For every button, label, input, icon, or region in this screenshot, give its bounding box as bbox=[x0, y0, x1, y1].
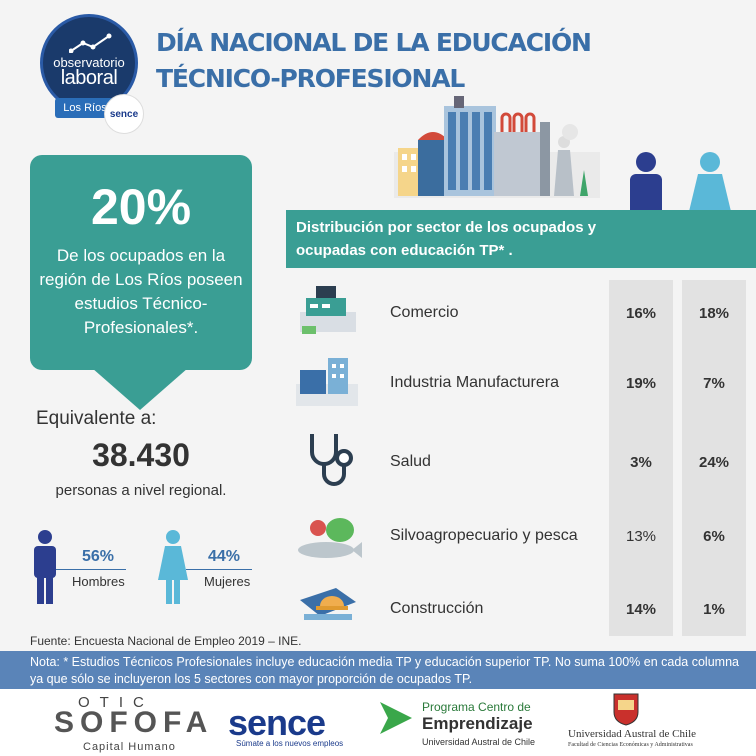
sector-name: Comercio bbox=[390, 304, 459, 321]
sector-women-percent: 7% bbox=[703, 375, 725, 392]
sector-name: Salud bbox=[390, 453, 431, 470]
men-divider bbox=[56, 569, 126, 570]
university-shield-icon bbox=[613, 693, 639, 726]
blueprint-helmet-icon bbox=[300, 588, 356, 620]
sofofa-logo-text: SOFOFA bbox=[54, 706, 214, 739]
callout-pointer bbox=[92, 368, 188, 410]
sector-women-percent: 18% bbox=[698, 305, 730, 322]
equivalent-value: 38.430 bbox=[92, 437, 190, 473]
men-column bbox=[609, 280, 673, 636]
cash-register-icon bbox=[300, 286, 356, 334]
observatorio-laboral-logo: observatorio laboral bbox=[40, 14, 138, 112]
stat-percent: 20% bbox=[90, 179, 192, 235]
factory-machine-icon bbox=[296, 358, 358, 406]
fish-vegetables-icon bbox=[298, 518, 362, 558]
sector-men-percent: 13% bbox=[625, 528, 657, 545]
distribution-title: Distribución por sector de los ocupados … bbox=[296, 219, 597, 259]
equivalent-description: personas a nivel regional. bbox=[55, 482, 227, 499]
note-band bbox=[0, 651, 756, 689]
sector-name: Construcción bbox=[390, 600, 484, 617]
source-text: Fuente: Encuesta Nacional de Empleo 2019… bbox=[30, 634, 302, 648]
sector-name: Industria Manufacturera bbox=[390, 374, 559, 391]
logo-line2: laboral bbox=[60, 67, 118, 89]
pce-line3: Universidad Austral de Chile bbox=[422, 737, 536, 747]
logo-region-label: Los Ríos bbox=[55, 98, 115, 118]
logo-line1: observatorio bbox=[53, 55, 125, 70]
women-column bbox=[682, 280, 746, 636]
pce-line1: Programa Centro de bbox=[422, 700, 531, 714]
stethoscope-icon bbox=[310, 434, 353, 486]
woman-small-icon bbox=[158, 530, 188, 604]
men-percent: 56% bbox=[82, 548, 115, 565]
logo-partner-badge: sence bbox=[104, 94, 144, 134]
sector-men-percent: 14% bbox=[625, 601, 657, 618]
trend-line-icon bbox=[69, 33, 112, 53]
sence-tagline: Súmate a los nuevos empleos bbox=[236, 739, 344, 748]
man-small-icon bbox=[34, 530, 56, 604]
stat-description: De los ocupados en la región de Los Ríos… bbox=[39, 246, 243, 337]
otic-text: OTIC bbox=[78, 694, 154, 711]
sector-men-percent: 19% bbox=[625, 375, 657, 392]
arrow-logo-icon bbox=[380, 702, 412, 734]
sector-women-percent: 6% bbox=[703, 528, 725, 545]
city-buildings-icon bbox=[394, 96, 600, 198]
sector-men-percent: 16% bbox=[625, 305, 657, 322]
women-divider bbox=[186, 569, 252, 570]
uach-name: Universidad Austral de Chile bbox=[568, 728, 697, 740]
note-text: Nota: * Estudios Técnicos Profesionales … bbox=[30, 655, 739, 686]
uach-faculty: Facultad de Ciencias Económicas y Admini… bbox=[568, 742, 693, 748]
stat-callout bbox=[30, 155, 252, 370]
sector-men-percent: 3% bbox=[630, 454, 652, 471]
equivalent-label: Equivalente a: bbox=[36, 408, 157, 429]
men-label: Hombres bbox=[72, 574, 125, 589]
women-label: Mujeres bbox=[204, 574, 251, 589]
distribution-header-band bbox=[286, 210, 756, 268]
sence-logo-text: sence bbox=[228, 702, 326, 743]
page-title-line1: DÍA NACIONAL DE LA EDUCACIÓN bbox=[156, 28, 592, 57]
sector-name: Silvoagropecuario y pesca bbox=[390, 527, 578, 544]
page-title-line2: TÉCNICO-PROFESIONAL bbox=[156, 64, 465, 93]
capital-humano-text: Capital Humano bbox=[83, 741, 176, 753]
women-percent: 44% bbox=[208, 548, 241, 565]
pce-line2: Emprendizaje bbox=[422, 714, 533, 733]
sector-women-percent: 1% bbox=[703, 601, 725, 618]
sector-women-percent: 24% bbox=[698, 454, 730, 471]
